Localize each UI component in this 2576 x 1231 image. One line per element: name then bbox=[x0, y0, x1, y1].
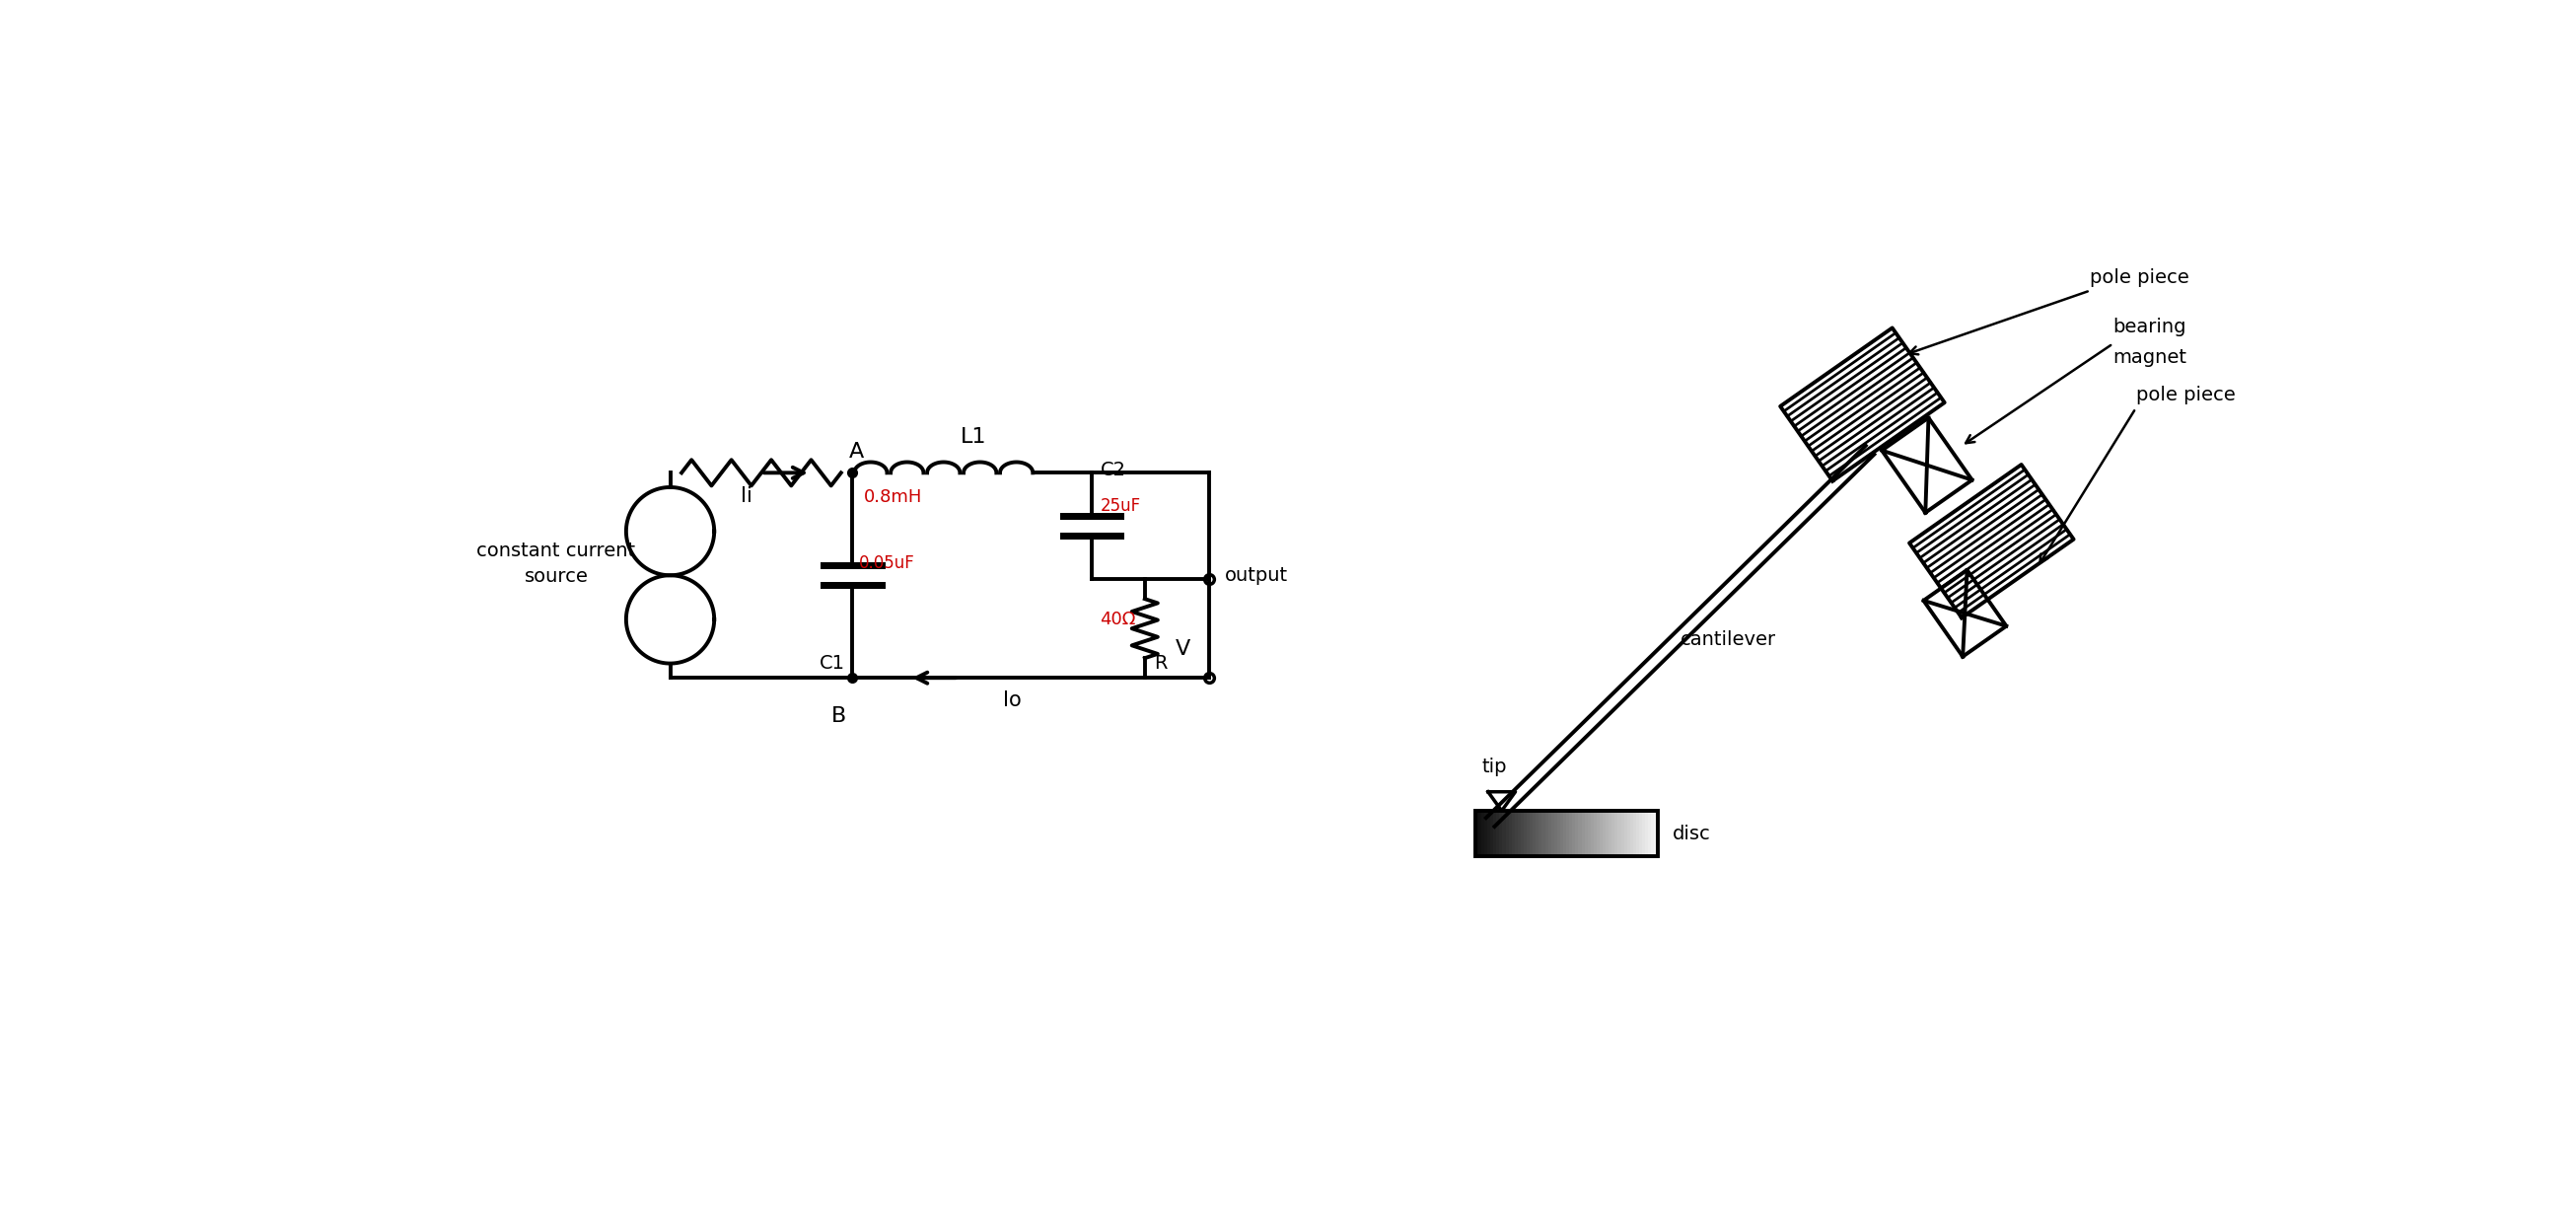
Bar bbox=[1525, 811, 1528, 857]
Bar bbox=[1618, 811, 1620, 857]
Bar bbox=[1556, 811, 1561, 857]
Text: constant current
source: constant current source bbox=[477, 542, 636, 586]
Bar bbox=[1605, 811, 1610, 857]
Text: cantilever: cantilever bbox=[1680, 630, 1775, 649]
Bar bbox=[1510, 811, 1512, 857]
Bar bbox=[1494, 811, 1497, 857]
Bar bbox=[1548, 811, 1551, 857]
Text: L1: L1 bbox=[961, 427, 987, 447]
Text: V: V bbox=[1175, 639, 1190, 659]
Bar bbox=[1569, 811, 1571, 857]
Text: 0.05uF: 0.05uF bbox=[858, 554, 914, 571]
Bar bbox=[1636, 811, 1638, 857]
Bar bbox=[1597, 811, 1600, 857]
Text: tip: tip bbox=[1481, 758, 1507, 777]
Bar bbox=[1520, 811, 1525, 857]
Bar bbox=[1651, 811, 1654, 857]
Bar bbox=[1476, 811, 1479, 857]
Bar bbox=[1571, 811, 1577, 857]
Bar bbox=[1553, 811, 1556, 857]
Bar bbox=[1589, 811, 1595, 857]
Text: magnet: magnet bbox=[2112, 347, 2187, 367]
Bar bbox=[1517, 811, 1520, 857]
Bar bbox=[1535, 811, 1538, 857]
Bar bbox=[1551, 811, 1553, 857]
Bar bbox=[1638, 811, 1641, 857]
Text: Ii: Ii bbox=[739, 486, 752, 506]
Text: pole piece: pole piece bbox=[2089, 268, 2190, 287]
Text: pole piece: pole piece bbox=[2136, 385, 2236, 405]
Bar bbox=[1476, 811, 1656, 857]
Bar bbox=[1528, 811, 1530, 857]
Text: 40Ω: 40Ω bbox=[1100, 611, 1136, 629]
Bar bbox=[1546, 811, 1548, 857]
Bar bbox=[1646, 811, 1649, 857]
Bar bbox=[1582, 811, 1584, 857]
Bar bbox=[1515, 811, 1517, 857]
Bar bbox=[1533, 811, 1535, 857]
Bar bbox=[1615, 811, 1618, 857]
Text: A: A bbox=[848, 442, 863, 462]
Bar bbox=[1504, 811, 1510, 857]
Text: R: R bbox=[1154, 654, 1167, 672]
Bar bbox=[1584, 811, 1587, 857]
Bar bbox=[1595, 811, 1597, 857]
Text: 0.8mH: 0.8mH bbox=[863, 487, 922, 506]
Bar bbox=[1492, 811, 1494, 857]
Bar bbox=[1613, 811, 1615, 857]
Bar bbox=[1561, 811, 1564, 857]
Bar bbox=[1600, 811, 1602, 857]
Text: bearing: bearing bbox=[2112, 318, 2187, 336]
Bar bbox=[1481, 811, 1484, 857]
Bar bbox=[1610, 811, 1613, 857]
Bar bbox=[1623, 811, 1628, 857]
Bar bbox=[1566, 811, 1569, 857]
Text: C2: C2 bbox=[1100, 460, 1126, 479]
Text: Io: Io bbox=[1002, 691, 1020, 710]
Text: C1: C1 bbox=[819, 654, 845, 672]
Bar bbox=[1602, 811, 1605, 857]
Text: B: B bbox=[832, 707, 848, 726]
Text: disc: disc bbox=[1672, 825, 1710, 843]
Bar bbox=[1654, 811, 1656, 857]
Bar bbox=[1641, 811, 1646, 857]
Bar bbox=[1499, 811, 1502, 857]
Bar bbox=[1538, 811, 1543, 857]
Bar bbox=[1620, 811, 1623, 857]
Bar bbox=[1497, 811, 1499, 857]
Bar bbox=[1486, 811, 1492, 857]
Text: output: output bbox=[1224, 566, 1288, 585]
Bar bbox=[1631, 811, 1633, 857]
Bar bbox=[1577, 811, 1579, 857]
Bar bbox=[1633, 811, 1636, 857]
Bar bbox=[1530, 811, 1533, 857]
Bar bbox=[1502, 811, 1504, 857]
Bar bbox=[1579, 811, 1582, 857]
Bar bbox=[1543, 811, 1546, 857]
Text: 25uF: 25uF bbox=[1100, 497, 1141, 515]
Bar bbox=[1587, 811, 1589, 857]
Bar bbox=[1564, 811, 1566, 857]
Bar bbox=[1512, 811, 1515, 857]
Bar bbox=[1649, 811, 1651, 857]
Bar bbox=[1628, 811, 1631, 857]
Bar bbox=[1484, 811, 1486, 857]
Bar bbox=[1479, 811, 1481, 857]
